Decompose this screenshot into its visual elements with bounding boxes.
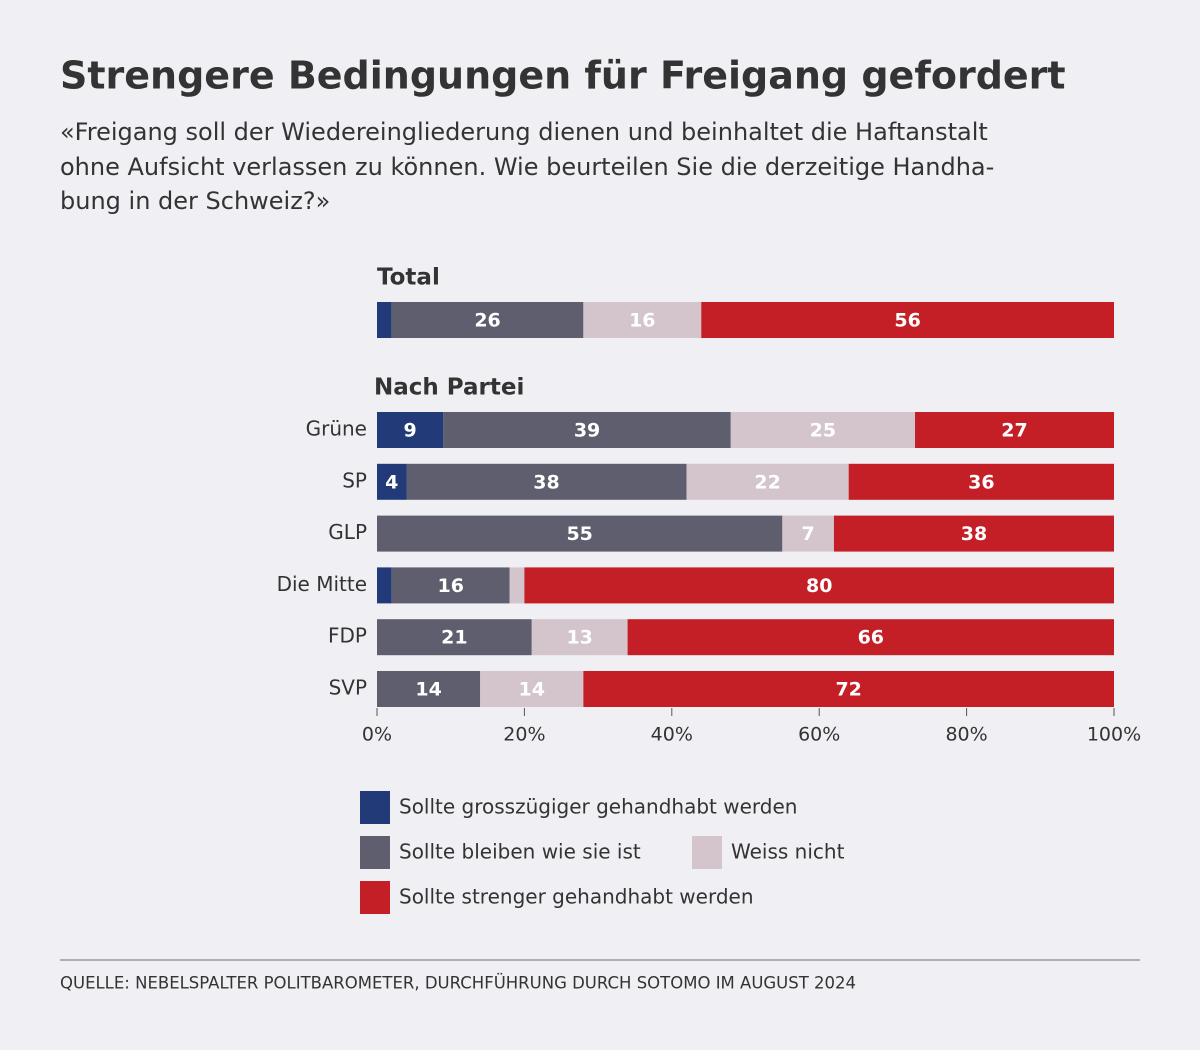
bar-segment (377, 302, 392, 338)
bar-segment (391, 302, 584, 338)
subtitle-line: bung in der Schweiz?» (60, 187, 330, 215)
data-label: 38 (961, 523, 987, 545)
bar-segment (524, 567, 1114, 604)
bar-segment (686, 463, 849, 500)
data-label: 16 (629, 310, 655, 332)
bar-segment (531, 619, 628, 656)
data-label: 14 (519, 679, 545, 701)
subtitle-line: «Freigang soll der Wiedereingliederung d… (60, 118, 988, 146)
y-tick-label: GLP (328, 520, 367, 544)
legend-swatch (692, 836, 722, 869)
bar-segment (509, 567, 525, 604)
bar-segment (443, 412, 731, 448)
data-label: 66 (858, 627, 884, 649)
bar-segment (730, 412, 916, 448)
legend-swatch (360, 836, 390, 869)
x-tick-label: 60% (798, 724, 840, 746)
legend-swatch (360, 791, 390, 824)
group-title: Nach Partei (374, 375, 524, 401)
data-label: 80 (806, 575, 832, 597)
legend-label: Weiss nicht (731, 840, 845, 864)
data-label: 7 (802, 523, 815, 545)
bar-segment (583, 671, 1114, 707)
title: Strengere Bedingungen für Freigang gefor… (60, 54, 1066, 98)
subtitle-line: ohne Aufsicht verlassen zu können. Wie b… (60, 153, 994, 181)
bar-segment (406, 463, 687, 500)
y-tick-label: Die Mitte (277, 572, 367, 596)
data-label: 22 (754, 471, 780, 493)
x-tick-label: 40% (651, 724, 693, 746)
data-label: 14 (415, 679, 441, 701)
data-label: 26 (474, 310, 500, 332)
y-tick-label: SVP (329, 676, 367, 700)
legend-label: Sollte strenger gehandhabt werden (399, 885, 754, 909)
data-label: 25 (810, 420, 836, 442)
data-label: 36 (968, 471, 994, 493)
bar-segment (627, 619, 1114, 656)
data-label: 56 (894, 310, 920, 332)
bar-segment (701, 302, 1114, 338)
data-label: 16 (437, 575, 463, 597)
data-label: 9 (404, 420, 417, 442)
group-title: Total (377, 265, 440, 291)
bar-segment (848, 463, 1114, 500)
bar-segment (480, 671, 584, 707)
bar-segment (583, 302, 702, 338)
data-label: 38 (533, 471, 559, 493)
x-tick-label: 0% (362, 724, 392, 746)
legend-swatch (360, 881, 390, 914)
bar-segment (377, 463, 407, 500)
bar-segment (377, 412, 444, 448)
data-label: 55 (566, 523, 592, 545)
bar-segment (377, 619, 532, 656)
data-label: 21 (441, 627, 467, 649)
y-tick-label: Grüne (306, 417, 367, 441)
data-label: 27 (1001, 420, 1027, 442)
bar-segment (377, 671, 481, 707)
data-label: 13 (566, 627, 592, 649)
legend-label: Sollte grosszügiger gehandhabt werden (399, 795, 797, 819)
x-tick-label: 80% (945, 724, 987, 746)
bar-segment (377, 515, 783, 552)
bar-segment (915, 412, 1114, 448)
legend-label: Sollte bleiben wie sie ist (399, 840, 641, 864)
bar-segment (377, 567, 392, 604)
source: QUELLE: NEBELSPALTER POLITBAROMETER, DUR… (60, 974, 856, 993)
bar-segment (833, 515, 1114, 552)
bar-segment (391, 567, 510, 604)
y-tick-label: FDP (328, 624, 367, 648)
x-tick-label: 20% (503, 724, 545, 746)
bar-segment (782, 515, 834, 552)
data-label: 4 (385, 471, 398, 493)
data-label: 72 (835, 679, 861, 701)
data-label: 39 (574, 420, 600, 442)
x-tick-label: 100% (1087, 724, 1141, 746)
y-tick-label: SP (342, 468, 367, 492)
